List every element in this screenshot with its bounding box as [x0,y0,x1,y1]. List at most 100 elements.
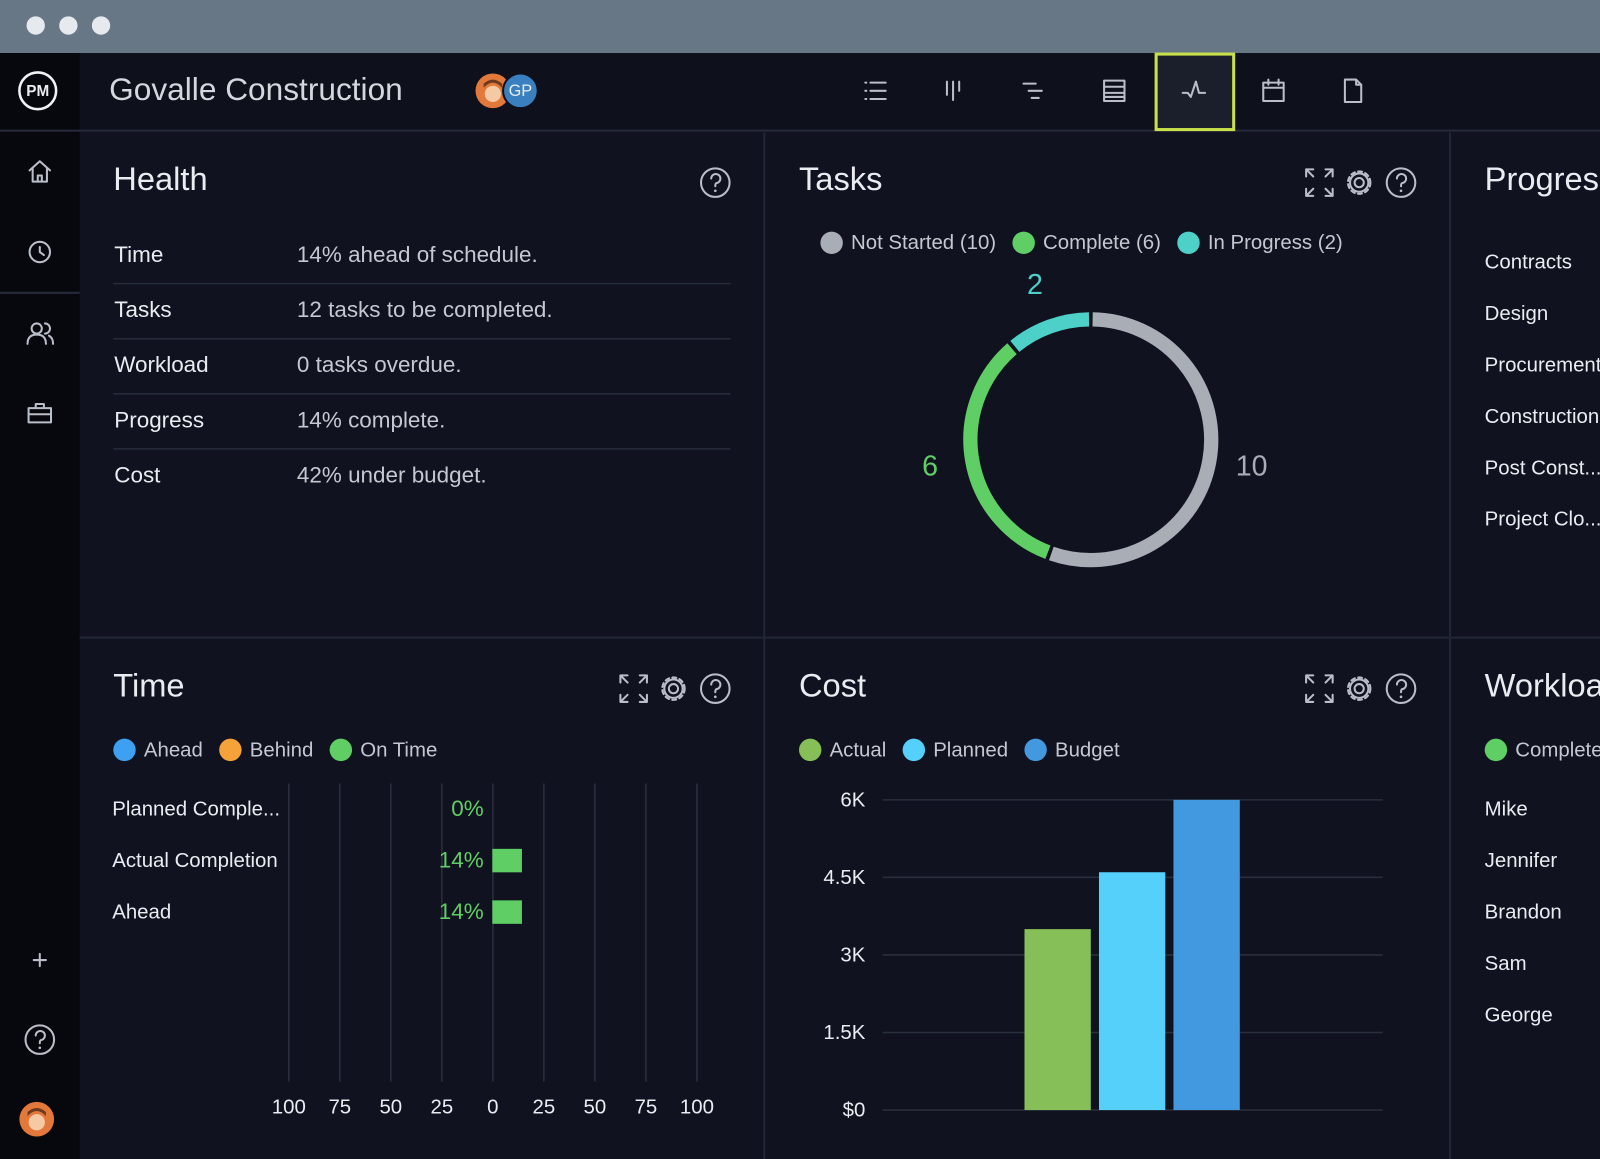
y-tick-label: 4.5K [823,867,865,889]
user-avatar-part[interactable] [484,85,502,103]
help-button[interactable] [1385,167,1417,198]
category-label: Actual Completion [112,850,277,872]
value-label: 0% [451,796,483,821]
health-value: 42% under budget. [297,462,487,487]
legend-label: Planned [933,739,1008,761]
files-view-button-part[interactable] [1343,78,1363,104]
portfolio-button[interactable] [27,402,53,424]
legend-swatch [1484,738,1508,762]
profile-avatar[interactable] [19,1101,55,1137]
legend-swatch [1012,231,1035,255]
legend-label: Complete [1515,739,1600,761]
legend-label: Actual [830,739,887,761]
data-label: 6 [922,451,938,483]
help-button[interactable] [699,673,731,704]
recent-button[interactable] [28,240,52,264]
dashboard-view-button[interactable] [1154,52,1236,132]
profile-avatar-part[interactable] [27,1107,46,1117]
health-label: Time [114,242,163,267]
files-view-button[interactable] [1343,78,1363,104]
settings-button[interactable] [1346,170,1372,195]
legend-label: Budget [1055,739,1120,761]
add-button[interactable] [32,952,47,968]
home-button-part[interactable] [28,160,52,183]
panel-title: Health [113,160,207,197]
project-title: Govalle Construction [109,71,403,107]
legend-label: Ahead [144,739,203,761]
user-avatar[interactable] [502,72,539,110]
health-label: Progress [114,407,204,432]
legend-label: Complete (6) [1043,232,1161,254]
legend-swatch [329,738,353,762]
progress-item: Procurement [1485,354,1600,376]
user-avatar[interactable] [475,73,511,109]
y-tick-label: 1.5K [823,1022,865,1044]
recent-button-part[interactable] [38,245,45,257]
bar [1173,799,1240,1111]
workload-name: George [1485,1005,1553,1027]
gantt-view-button[interactable] [1022,82,1043,99]
settings-button[interactable] [661,676,686,701]
legend-swatch [820,231,843,255]
window-dot[interactable] [91,16,111,35]
logo[interactable] [18,71,58,111]
help-button[interactable] [1385,673,1417,704]
panel-title: Tasks [799,160,882,197]
bar [492,848,522,873]
donut-segment [1049,312,1219,568]
panel-title: Workload [1485,666,1600,703]
help-button[interactable] [699,167,731,198]
legend-label: Behind [250,739,314,761]
calendar-view-button-part[interactable] [1262,78,1285,103]
progress-item: Post Const... [1485,457,1600,479]
y-tick-label: $0 [843,1099,866,1121]
window-dot[interactable] [26,16,45,35]
progress-item: Contracts [1485,252,1572,274]
expand-button[interactable] [619,674,648,703]
y-tick-label: 3K [840,944,865,966]
x-tick-label: 25 [533,1096,556,1118]
expand-button[interactable] [1305,168,1334,197]
workload-name: Jennifer [1485,850,1558,872]
bar [1024,929,1091,1111]
workload-name: Mike [1485,798,1528,820]
panel-title: Progress [1485,160,1600,197]
window-dot[interactable] [59,16,78,35]
people-button-part[interactable] [26,322,55,345]
calendar-view-button[interactable] [1262,78,1285,103]
dashboard-view-icon[interactable] [1181,80,1207,98]
x-tick-label: 75 [328,1096,351,1118]
add-button-part[interactable] [32,952,47,968]
expand-button[interactable] [1305,674,1334,703]
x-tick-label: 50 [584,1096,607,1118]
settings-button[interactable] [1346,676,1372,701]
avatar-initials[interactable]: GP [509,82,533,100]
home-button[interactable] [28,160,52,183]
sheet-view-button[interactable] [1103,79,1126,103]
recent-button-part[interactable] [28,240,52,264]
user-avatar-part[interactable] [483,79,503,88]
legend-swatch [113,738,136,762]
profile-avatar-part[interactable] [28,1114,45,1131]
health-label: Tasks [114,297,171,322]
people-button[interactable] [26,322,55,345]
list-view-button[interactable] [864,81,887,100]
x-tick-label: 100 [680,1096,714,1118]
portfolio-button-part[interactable] [27,402,53,424]
bar [492,900,522,924]
category-label: Planned Comple... [112,798,280,820]
board-view-button[interactable] [945,80,961,102]
logo-text[interactable]: PM [26,83,49,100]
dashboard-view-icon-part[interactable] [1181,80,1207,98]
x-tick-label: 100 [272,1096,306,1118]
board-view-button-part[interactable] [945,80,961,102]
progress-item: Construction [1485,406,1599,428]
gantt-view-button-part[interactable] [1022,82,1043,99]
sheet-view-button-part[interactable] [1103,79,1126,103]
list-view-button-part[interactable] [864,81,887,100]
health-value: 14% ahead of schedule. [297,242,538,267]
health-label: Workload [114,352,208,377]
legend-label: On Time [360,739,437,761]
